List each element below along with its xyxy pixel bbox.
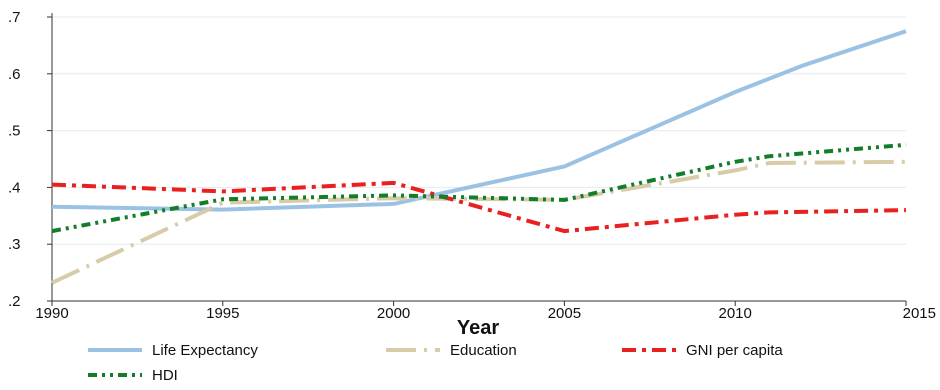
x-tick-label: 1990 [35,305,68,322]
series-lines [51,29,907,285]
legend: Life Expectancy Education GNI per capita HD… [88,342,783,384]
series-line-gni-per-capita [51,180,907,234]
series-line-hdi [51,142,907,234]
x-axis-title: Year [457,317,499,339]
x-tick-label: 2000 [377,305,410,322]
legend-label: GNI per capita [686,342,783,359]
y-tick-label: .4 [8,179,21,196]
legend-label: Life Expectancy [152,342,258,359]
x-axis: 1990 1995 2000 2005 2010 2015 [35,300,936,322]
y-tick-label: .6 [8,66,21,83]
y-tick-label: .2 [8,293,21,310]
y-tick-label: .3 [8,236,21,253]
x-tick-label: 2005 [548,305,581,322]
legend-item: GNI per capita [622,342,783,359]
x-tick-label: 2015 [903,305,936,322]
grid-lines [52,16,906,302]
series-line-life-expectancy [51,29,907,212]
y-tick-label: .7 [8,9,21,26]
legend-label: Education [450,342,517,359]
legend-item: Life Expectancy [88,342,258,359]
y-axis: .2 .3 .4 .5 .6 .7 [8,9,53,310]
x-tick-label: 2010 [719,305,752,322]
legend-item: Education [386,342,517,359]
x-tick-label: 1995 [206,305,239,322]
legend-label: HDI [152,367,178,384]
legend-item: HDI [88,367,178,384]
series-line-education [51,159,907,285]
y-tick-label: .5 [8,123,21,140]
